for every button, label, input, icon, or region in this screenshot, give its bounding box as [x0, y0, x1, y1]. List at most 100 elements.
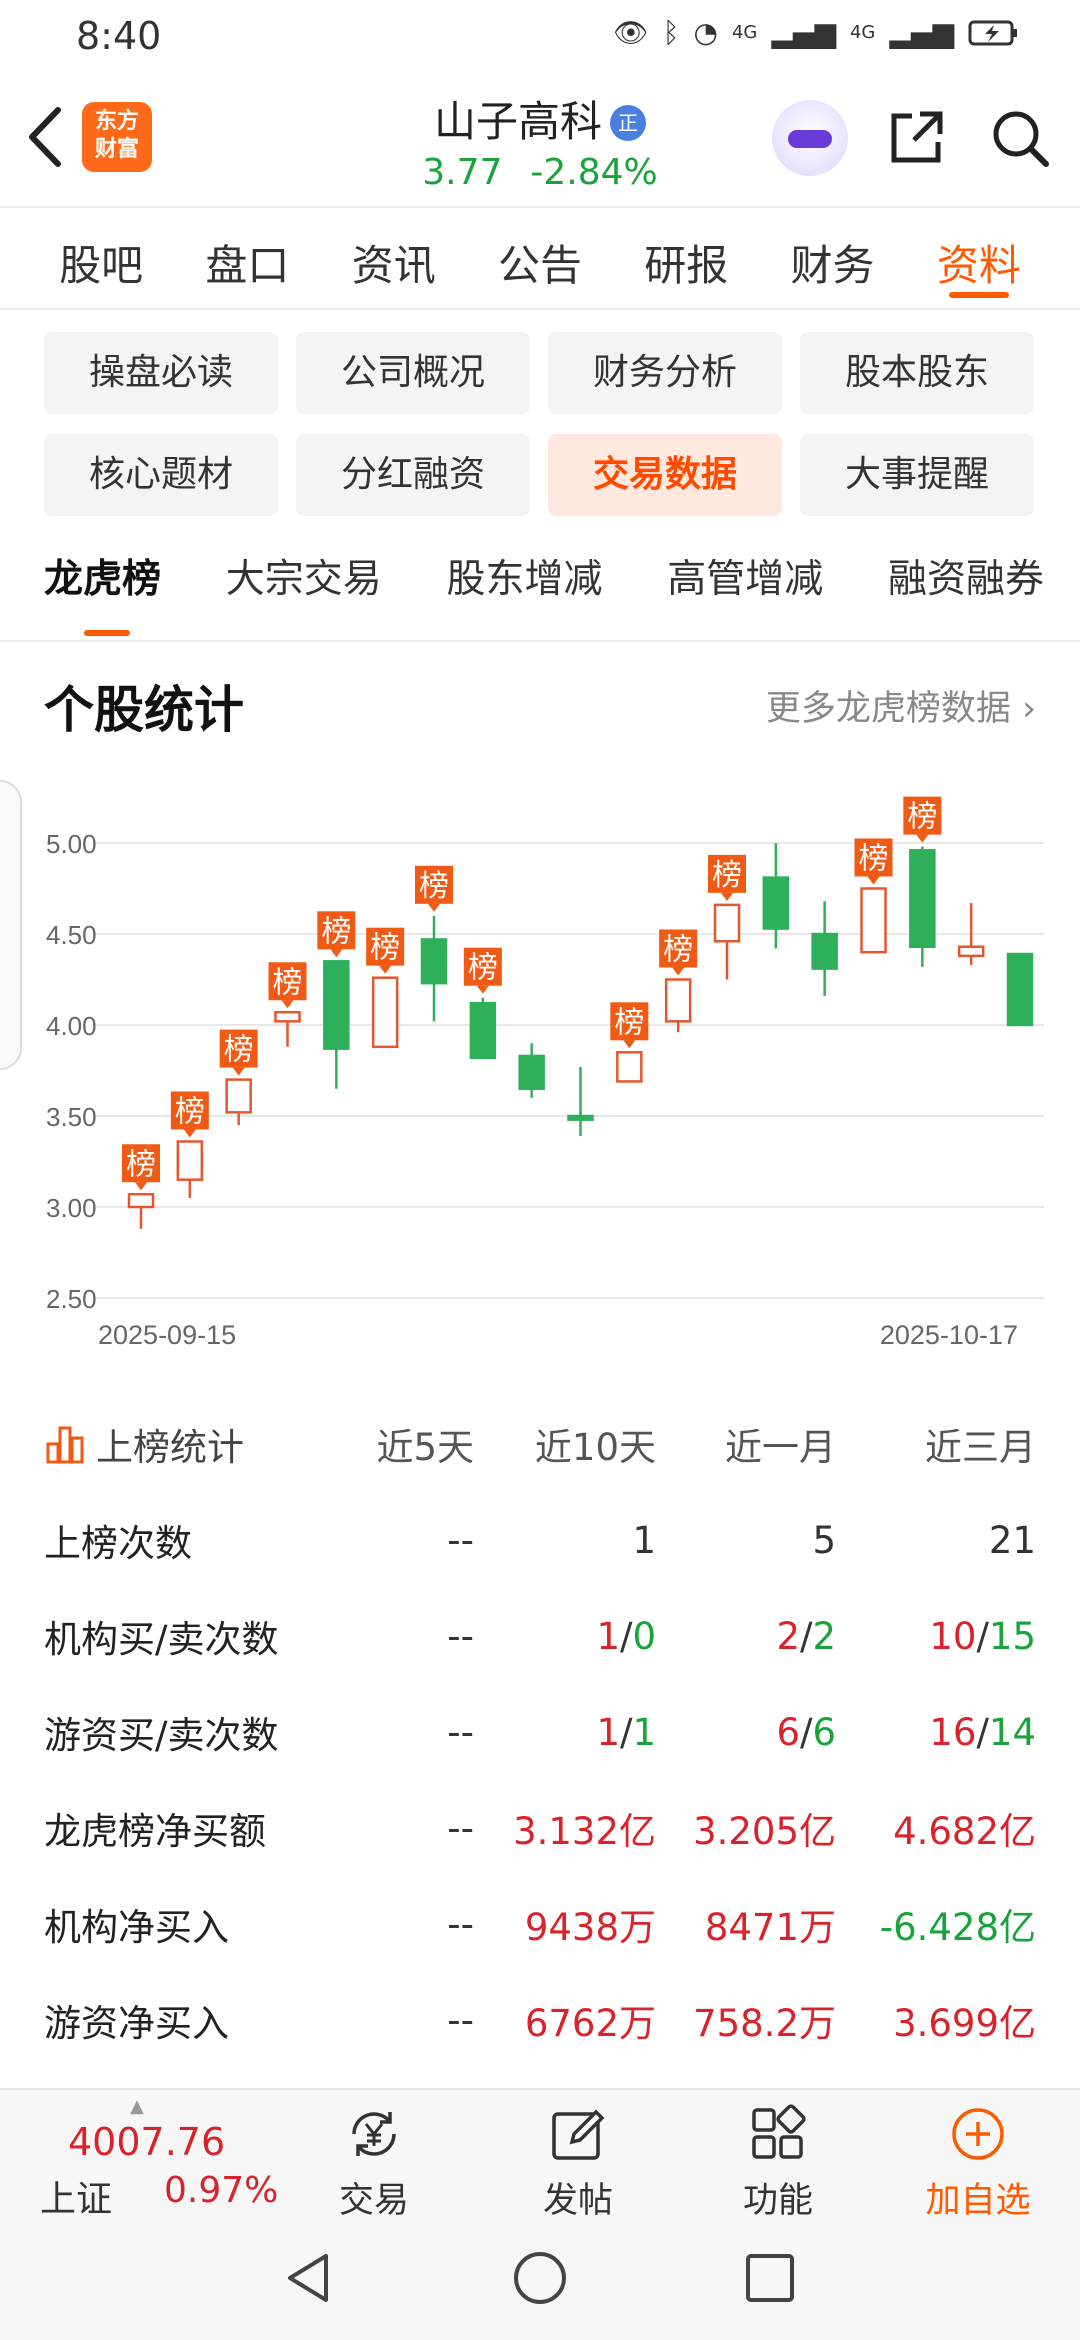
list-marker-label: 榜 [614, 1005, 644, 1040]
candle-body [616, 1051, 643, 1083]
grid-button[interactable]: 大事提醒 [800, 434, 1034, 516]
nav-post[interactable]: 发帖 [508, 2090, 648, 2226]
nav-functions[interactable]: 功能 [708, 2090, 848, 2226]
stock-change-pct: -2.84% [530, 152, 658, 193]
candle[interactable] [1006, 952, 1034, 1027]
tab-news[interactable]: 资讯 [351, 241, 436, 290]
candle-body [860, 887, 887, 954]
nav-trade[interactable]: 交易 [304, 2090, 444, 2226]
stats-col-header[interactable]: 近一月 [725, 1426, 836, 1469]
stats-col-header[interactable]: 近10天 [534, 1426, 656, 1469]
sell-count: 2 [812, 1614, 836, 1658]
grid-button[interactable]: 核心题材 [44, 434, 278, 516]
subtab-dragon-tiger[interactable]: 龙虎榜 [44, 548, 161, 640]
stats-cell: -- [447, 1902, 474, 1946]
list-marker[interactable]: 榜 [317, 911, 356, 958]
stats-title: 上榜统计 [44, 1417, 344, 1471]
stats-cell: -- [447, 1998, 474, 2042]
system-recents-icon[interactable] [742, 2250, 798, 2306]
stats-cell: 1/1 [474, 1711, 656, 1754]
list-marker[interactable]: 榜 [854, 838, 893, 885]
back-icon[interactable] [22, 102, 70, 172]
list-marker[interactable]: 榜 [170, 1091, 209, 1138]
stats-cell: -- [447, 1806, 474, 1850]
candle[interactable] [274, 1011, 301, 1047]
share-icon[interactable] [884, 106, 948, 170]
wifi-icon: ◔ [693, 16, 718, 49]
candle[interactable] [567, 1066, 594, 1137]
stats-col-header[interactable]: 近三月 [925, 1426, 1036, 1469]
candle-body [1006, 952, 1034, 1027]
candle[interactable] [469, 997, 497, 1060]
stats-row-label: 游资净买入 [44, 2002, 229, 2045]
stats-col-header[interactable]: 近5天 [376, 1426, 474, 1469]
grid-button[interactable]: 操盘必读 [44, 332, 278, 414]
tab-announcements[interactable]: 公告 [497, 241, 582, 290]
subtab-executive-change[interactable]: 高管增减 [667, 557, 824, 602]
list-marker[interactable]: 榜 [610, 1002, 649, 1049]
candle-body [469, 1001, 497, 1060]
assistant-robot-icon[interactable] [772, 100, 848, 176]
candle-body [713, 903, 741, 943]
app-logo[interactable]: 东方 财富 [82, 102, 152, 172]
candle[interactable] [957, 903, 985, 965]
candle[interactable] [420, 915, 448, 1022]
buy-count: 1 [596, 1710, 620, 1754]
list-marker[interactable]: 榜 [268, 962, 307, 1009]
grid-button[interactable]: 财务分析 [548, 332, 782, 414]
candle[interactable] [713, 903, 741, 980]
list-marker[interactable]: 榜 [659, 929, 698, 976]
subtab-shareholder-change[interactable]: 股东增减 [446, 557, 603, 602]
expand-caret-icon[interactable]: ▲ [130, 2096, 144, 2117]
candle-body [567, 1114, 594, 1121]
list-marker[interactable]: 榜 [463, 947, 502, 994]
bar-chart-icon [46, 1426, 84, 1464]
candle[interactable] [664, 978, 692, 1033]
list-marker[interactable]: 榜 [366, 927, 405, 974]
bottom-nav: ▲ 4007.76 上证 0.97% 交易 发帖 功能 [0, 2088, 1080, 2224]
list-marker[interactable]: 榜 [219, 1029, 258, 1076]
stats-cell: -6.428亿 [879, 1906, 1036, 1949]
list-marker-label: 榜 [712, 858, 742, 893]
candle[interactable] [909, 846, 936, 967]
candle[interactable] [518, 1043, 545, 1098]
candle[interactable] [762, 843, 790, 949]
candle[interactable] [811, 901, 838, 996]
sell-count: 6 [812, 1710, 836, 1754]
grid-button[interactable]: 分红融资 [296, 434, 530, 516]
bluetooth-icon: ᛒ [662, 16, 680, 49]
system-home-icon[interactable] [512, 2250, 568, 2306]
nav-add-watchlist[interactable]: 加自选 [908, 2090, 1048, 2226]
list-marker[interactable]: 榜 [122, 1144, 160, 1191]
grid-button-trading-data[interactable]: 交易数据 [548, 434, 782, 516]
candle[interactable] [616, 1051, 643, 1083]
tab-finance[interactable]: 财务 [790, 241, 875, 290]
tab-profile[interactable]: 资料 [937, 210, 1021, 308]
list-marker-label: 榜 [126, 1147, 156, 1182]
tab-research[interactable]: 研报 [644, 241, 729, 290]
stats-body: 上榜次数 -- 1 5 21 机构买/卖次数 -- 1/0 2/2 10/15 游资买/卖次数 -- 1… [44, 1492, 1036, 2068]
grid-button[interactable]: 股本股东 [800, 332, 1034, 414]
list-marker[interactable]: 榜 [903, 796, 942, 843]
list-marker[interactable]: 榜 [708, 854, 746, 901]
grid-button[interactable]: 公司概况 [296, 332, 530, 414]
tab-guba[interactable]: 股吧 [59, 241, 144, 290]
index-value[interactable]: 4007.76 [68, 2120, 226, 2164]
subtab-block-trade[interactable]: 大宗交易 [225, 557, 382, 602]
candle[interactable] [371, 976, 399, 1049]
candle[interactable] [225, 1078, 252, 1126]
separator: / [619, 1614, 633, 1658]
list-marker[interactable]: 榜 [415, 865, 453, 912]
sell-count: 0 [632, 1614, 656, 1658]
subtab-margin[interactable]: 融资融券 [887, 557, 1044, 602]
tab-pankou[interactable]: 盘口 [205, 241, 290, 290]
candle[interactable] [860, 887, 887, 954]
buy-count: 6 [776, 1710, 800, 1754]
search-icon[interactable] [988, 106, 1052, 170]
candle[interactable] [323, 960, 350, 1089]
system-back-icon[interactable] [282, 2250, 334, 2306]
candle[interactable] [127, 1193, 155, 1229]
more-dragon-tiger-link[interactable]: 更多龙虎榜数据 › [765, 689, 1036, 729]
candle[interactable] [176, 1140, 204, 1198]
